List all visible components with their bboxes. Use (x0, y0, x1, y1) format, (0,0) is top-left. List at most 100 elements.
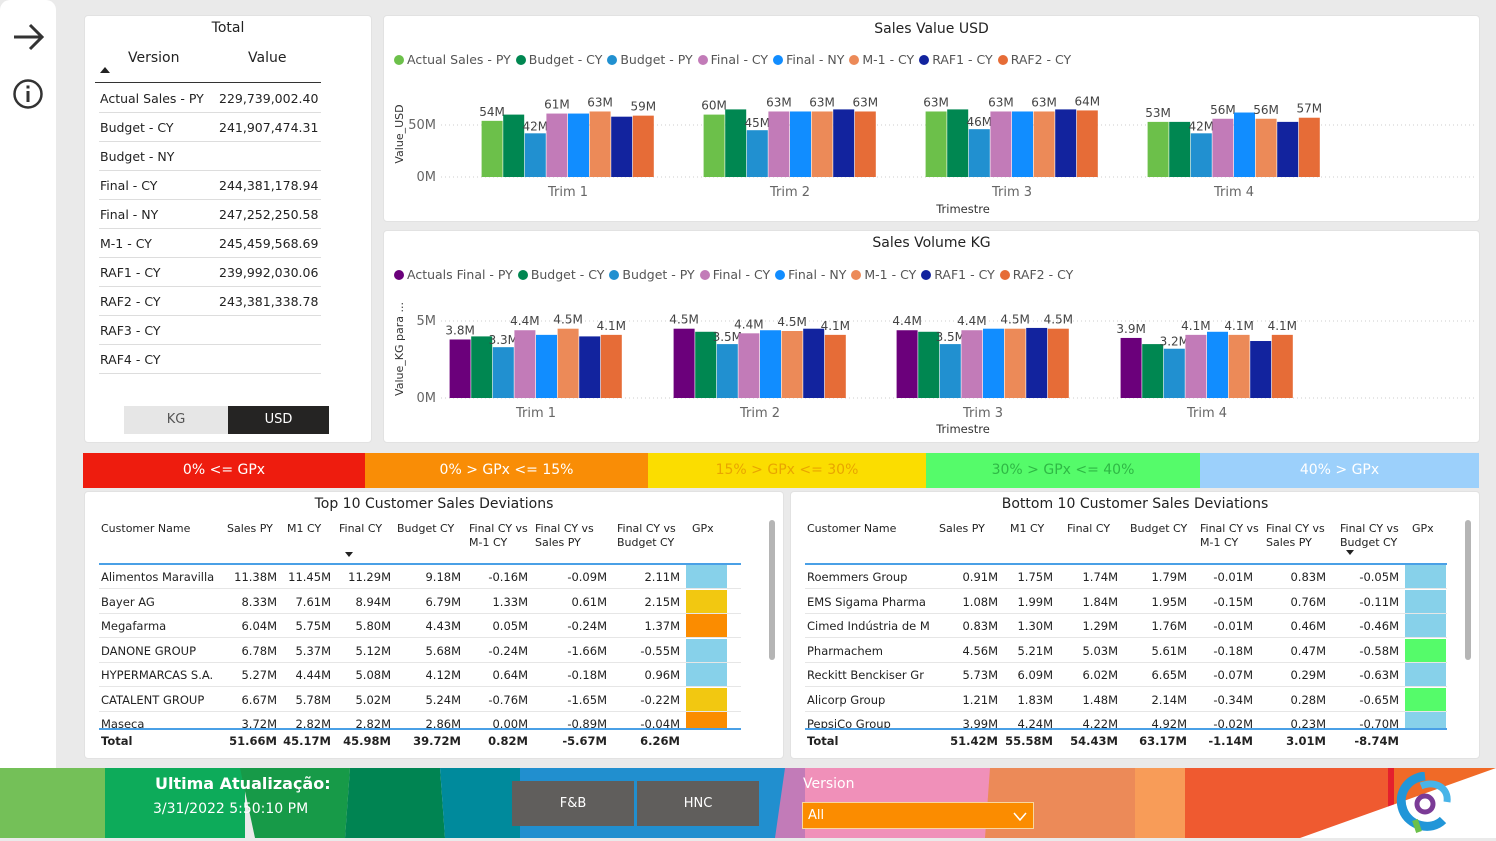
legend-item[interactable]: M-1 - CY (849, 52, 914, 67)
bar-raf2-cy[interactable] (824, 334, 846, 398)
bar-raf1-cy[interactable] (1277, 121, 1299, 177)
bar-actual-sales-py[interactable] (703, 114, 725, 177)
hnc-button[interactable]: HNC (637, 781, 759, 826)
bar-raf2-cy[interactable] (1047, 328, 1069, 398)
bar-raf1-cy[interactable] (579, 336, 601, 398)
bar-m-1-cy[interactable] (1004, 328, 1026, 398)
legend-item[interactable]: Budget - CY (515, 52, 602, 67)
column-header-value[interactable]: Value (248, 50, 287, 66)
bar-actual-sales-py[interactable] (925, 111, 947, 177)
bar-m-1-cy[interactable] (781, 331, 803, 398)
fb-button[interactable]: F&B (512, 781, 634, 826)
column-header[interactable]: M1 CY (1010, 522, 1045, 535)
table-row[interactable]: HYPERMARCAS S.A. 5.27M 4.44M 5.08M 4.12M 0.64… (99, 663, 741, 687)
column-header[interactable]: GPx (1412, 522, 1434, 535)
legend-item[interactable]: Actuals Final - PY (394, 267, 513, 282)
bar-actuals-final-py[interactable] (449, 339, 471, 398)
column-header[interactable]: Final CY vs M-1 CY (469, 522, 528, 549)
column-header[interactable]: Final CY vs Sales PY (535, 522, 594, 549)
legend-item[interactable]: Final - NY (775, 267, 846, 282)
bar-final-cy[interactable] (768, 111, 790, 177)
table-row[interactable]: Bayer AG 8.33M 7.61M 8.94M 6.79M 1.33M 0.61M 2.… (99, 589, 741, 614)
arrow-right-icon[interactable] (12, 22, 46, 52)
bar-raf2-cy[interactable] (1271, 334, 1293, 398)
column-header[interactable]: Budget CY (1130, 522, 1188, 535)
bar-final-ny[interactable] (1012, 111, 1033, 177)
bar-raf1-cy[interactable] (833, 109, 855, 177)
scrollbar[interactable] (769, 520, 775, 660)
bar-budget-py[interactable] (1163, 348, 1185, 398)
bar-raf1-cy[interactable] (1250, 341, 1272, 398)
table-row[interactable]: Pharmachem 4.56M 5.21M 5.03M 5.61M -0.18M 0.47… (805, 638, 1447, 663)
bar-actuals-final-py[interactable] (1120, 337, 1142, 398)
bar-raf2-cy[interactable] (854, 111, 876, 177)
bar-budget-cy[interactable] (1169, 121, 1191, 177)
bar-final-cy[interactable] (546, 113, 568, 177)
legend-item[interactable]: M-1 - CY (851, 267, 916, 282)
column-header[interactable]: Sales PY (227, 522, 273, 535)
column-header[interactable]: M1 CY (287, 522, 322, 535)
table-row[interactable]: Cimed Indústria de M 0.83M 1.30M 1.29M 1.76M… (805, 614, 1447, 638)
bar-m-1-cy[interactable] (1228, 334, 1250, 398)
table-row[interactable]: DANONE GROUP 6.78M 5.37M 5.12M 5.68M -0.24M -1… (99, 638, 741, 663)
column-header[interactable]: Final CY (339, 522, 383, 535)
column-header[interactable]: Budget CY (397, 522, 455, 535)
bar-budget-py[interactable] (524, 133, 546, 177)
bar-final-cy[interactable] (990, 111, 1012, 177)
bar-raf1-cy[interactable] (1055, 109, 1077, 177)
bar-raf2-cy[interactable] (600, 334, 622, 398)
bar-m-1-cy[interactable] (1033, 111, 1055, 177)
table-row[interactable]: EMS Sigama Pharma 1.08M 1.99M 1.84M 1.95M -0.… (805, 589, 1447, 614)
bar-final-cy[interactable] (961, 330, 983, 398)
bar-actual-sales-py[interactable] (1147, 121, 1169, 177)
legend-item[interactable]: RAF2 - CY (997, 52, 1071, 67)
legend-item[interactable]: RAF1 - CY (921, 267, 995, 282)
bar-budget-py[interactable] (1190, 133, 1212, 177)
bar-final-ny[interactable] (568, 113, 589, 177)
legend-item[interactable]: Budget - PY (609, 267, 695, 282)
bar-budget-cy[interactable] (503, 114, 525, 177)
column-header[interactable]: Sales PY (939, 522, 985, 535)
legend-item[interactable]: Budget - CY (517, 267, 604, 282)
column-header[interactable]: GPx (692, 522, 714, 535)
toggle-usd-button[interactable]: USD (228, 406, 329, 434)
bar-final-ny[interactable] (1234, 112, 1255, 177)
bar-final-ny[interactable] (760, 330, 781, 398)
bar-raf1-cy[interactable] (1026, 327, 1048, 398)
bar-m-1-cy[interactable] (1255, 118, 1277, 177)
table-row[interactable]: CATALENT GROUP 6.67M 5.78M 5.02M 5.24M -0.76M… (99, 687, 741, 712)
legend-item[interactable]: Final - CY (697, 52, 768, 67)
version-dropdown[interactable]: All (802, 802, 1034, 829)
bar-m-1-cy[interactable] (557, 328, 579, 398)
legend-item[interactable]: Budget - PY (607, 52, 693, 67)
legend-item[interactable]: Final - CY (699, 267, 770, 282)
bar-raf1-cy[interactable] (803, 328, 825, 398)
bar-final-ny[interactable] (536, 334, 557, 398)
column-header[interactable]: Customer Name (101, 522, 191, 535)
bar-budget-cy[interactable] (918, 331, 940, 398)
table-row[interactable]: Roemmers Group 0.91M 1.75M 1.74M 1.79M -0.01M… (805, 565, 1447, 589)
bar-budget-cy[interactable] (947, 109, 969, 177)
legend-item[interactable]: Actual Sales - PY (394, 52, 511, 67)
column-header-version[interactable]: Version (128, 50, 180, 66)
bar-budget-py[interactable] (939, 344, 961, 398)
column-header[interactable]: Final CY vs Budget CY (1340, 522, 1399, 549)
bar-raf2-cy[interactable] (1076, 110, 1098, 177)
bar-final-cy[interactable] (1212, 118, 1234, 177)
bar-budget-cy[interactable] (1142, 344, 1164, 398)
scrollbar[interactable] (1465, 520, 1471, 660)
bar-final-cy[interactable] (1185, 334, 1207, 398)
bar-actuals-final-py[interactable] (673, 328, 695, 398)
table-row[interactable]: Alimentos Maravilla 11.38M 11.45M 11.29M 9.1… (99, 565, 741, 589)
bar-budget-py[interactable] (716, 344, 738, 398)
bar-budget-py[interactable] (492, 347, 514, 398)
column-header[interactable]: Final CY vs M-1 CY (1200, 522, 1259, 549)
bar-budget-cy[interactable] (725, 109, 747, 177)
legend-item[interactable]: Final - NY (773, 52, 844, 67)
bar-final-cy[interactable] (514, 330, 536, 398)
column-header[interactable]: Final CY vs Budget CY (617, 522, 676, 549)
bar-actuals-final-py[interactable] (896, 330, 918, 398)
table-row[interactable]: Reckitt Benckiser Gr 5.73M 6.09M 6.02M 6.65M… (805, 663, 1447, 687)
bar-raf1-cy[interactable] (611, 116, 633, 177)
column-header[interactable]: Customer Name (807, 522, 897, 535)
